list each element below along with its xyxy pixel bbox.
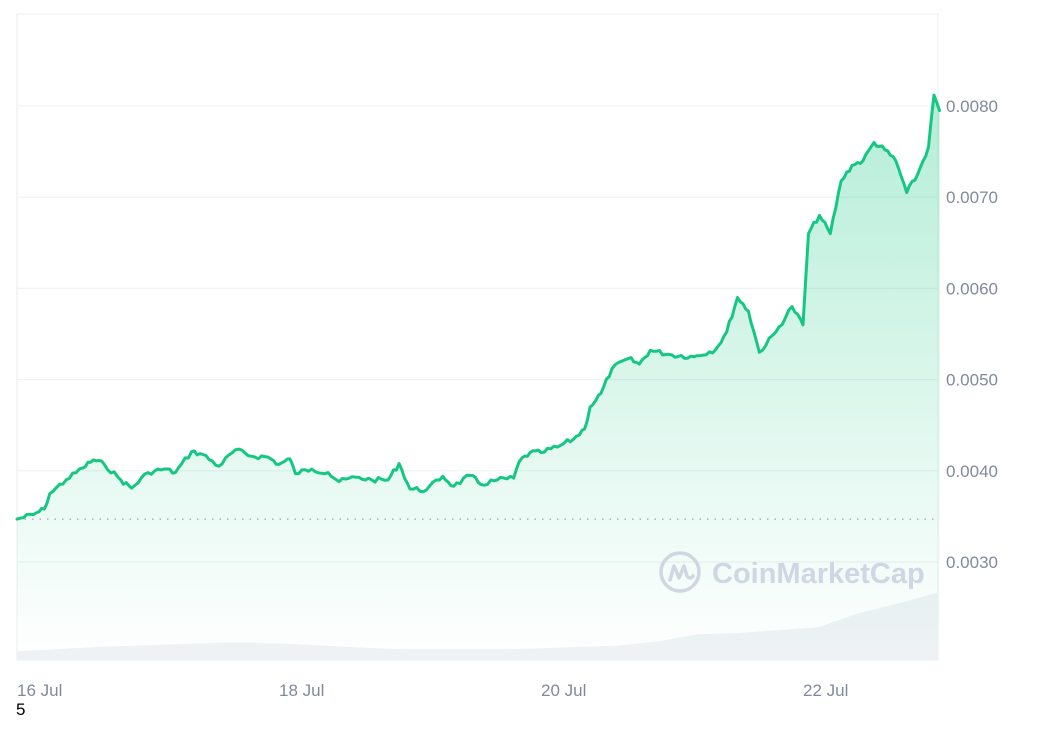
- y-tick-label: 0.0040: [946, 462, 998, 481]
- x-tick-label: 20 Jul: [541, 681, 586, 700]
- y-tick-label: 0.0050: [946, 371, 998, 390]
- coinmarketcap-logo-icon: [659, 551, 701, 593]
- x-tick-label: 18 Jul: [279, 681, 324, 700]
- x-tick-label: 16 Jul: [17, 681, 62, 700]
- x-axis: 16 Jul 18 Jul 20 Jul 22 Jul: [17, 681, 848, 700]
- y-tick-label: 0.0080: [946, 97, 998, 116]
- footer-number: 5: [16, 700, 26, 719]
- y-tick-label: 0.0070: [946, 188, 998, 207]
- y-axis: 0.0080 0.0070 0.0060 0.0050 0.0040 0.0030: [946, 97, 998, 572]
- price-area-fill: [17, 95, 940, 661]
- y-tick-label: 0.0030: [946, 553, 998, 572]
- price-line[interactable]: [15, 93, 941, 521]
- watermark: CoinMarketCap: [659, 551, 925, 593]
- watermark-text: CoinMarketCap: [712, 558, 925, 590]
- x-tick-label: 22 Jul: [803, 681, 848, 700]
- y-tick-label: 0.0060: [946, 279, 998, 298]
